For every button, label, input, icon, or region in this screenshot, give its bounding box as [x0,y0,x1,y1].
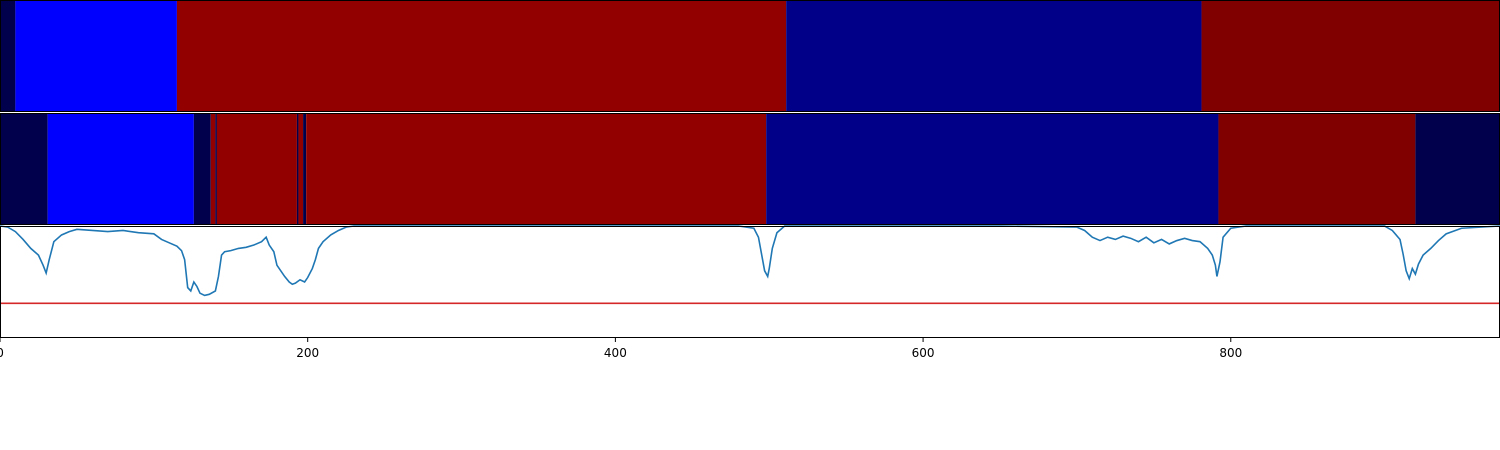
top-strip-segment [786,0,1202,112]
middle-strip-segment [215,113,217,225]
x-tick-label: 0 [0,346,4,360]
middle-strip-segment [298,113,304,225]
middle-strip-segment [766,113,1219,225]
middle-strip-segment [0,113,48,225]
middle-strip-segment [216,113,297,225]
middle-strip-segment [210,113,216,225]
top-strip-segment [1201,0,1500,112]
x-tick-label: 600 [912,346,935,360]
top-color-strip [0,0,1500,112]
x-tick-label: 400 [604,346,627,360]
middle-strip-segment [193,113,211,225]
top-strip-segment [15,0,177,112]
middle-strip-segment [1218,113,1416,225]
middle-strip-segment [303,113,307,225]
x-tick-label: 200 [296,346,319,360]
x-tick-label: 800 [1219,346,1242,360]
middle-strip-segment [296,113,299,225]
top-strip-segment [0,0,16,112]
middle-strip-segment [47,113,194,225]
middle-color-strip [0,113,1500,225]
middle-strip-segment [1415,113,1500,225]
top-strip-segment [176,0,787,112]
middle-strip-segment [306,113,767,225]
x-axis: 0 200 400 600 800 [0,338,1242,360]
